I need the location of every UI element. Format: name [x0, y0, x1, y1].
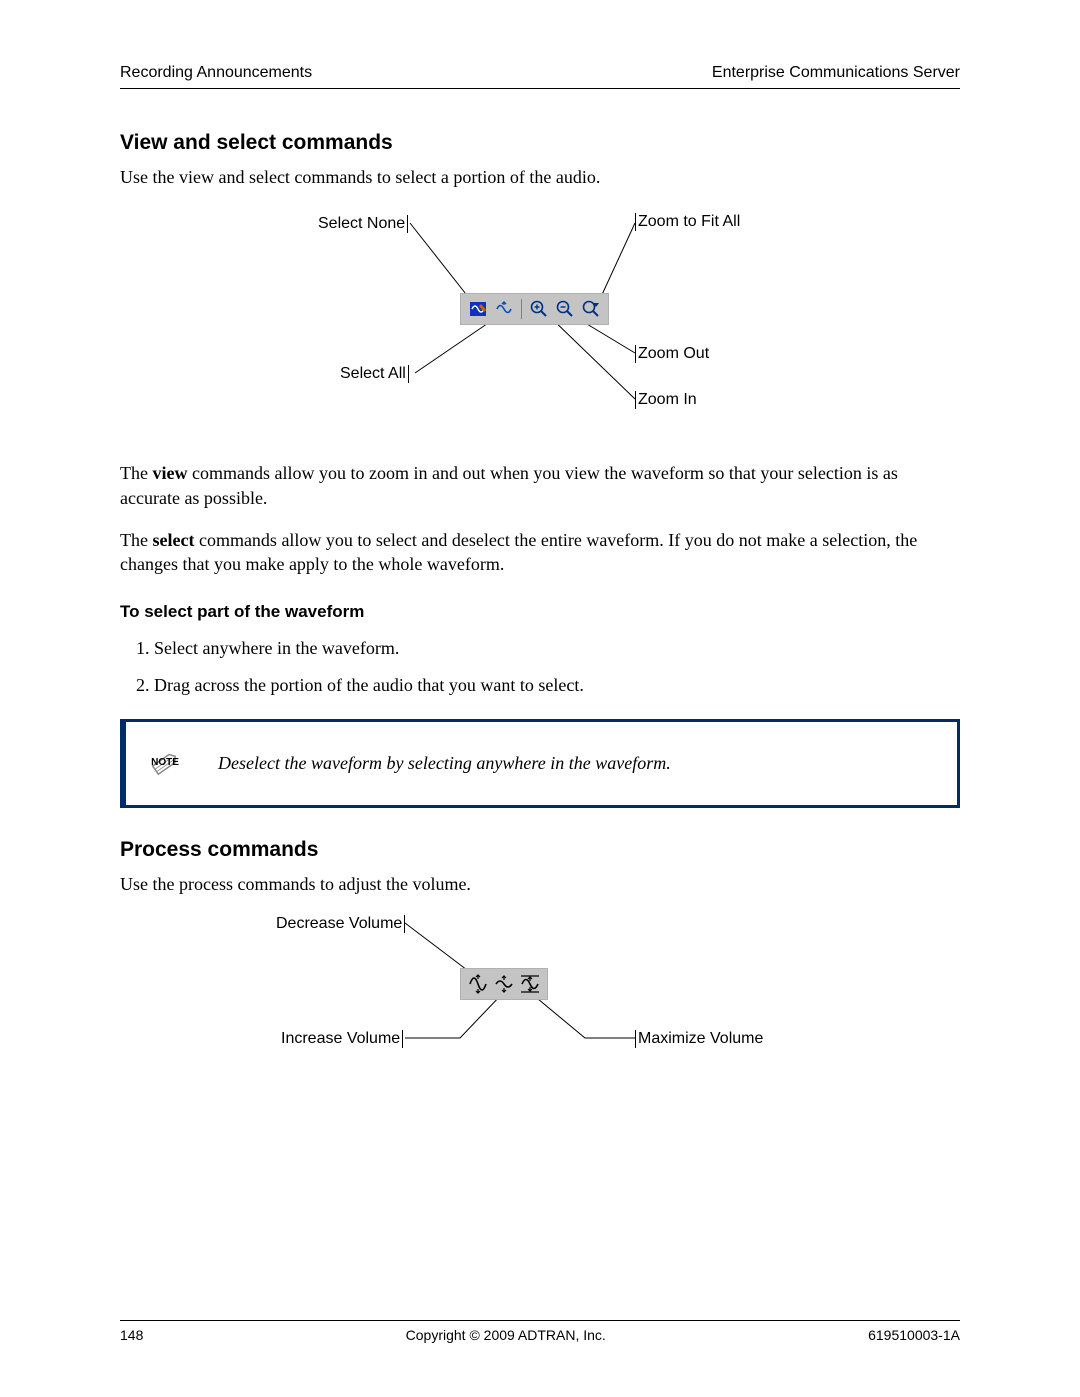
label-increase-volume: Increase Volume [281, 1030, 403, 1048]
label-maximize-volume: Maximize Volume [635, 1030, 763, 1048]
page: Recording Announcements Enterprise Commu… [0, 0, 1080, 1397]
zoom-fit-all-icon[interactable] [579, 297, 603, 321]
p-view-bold: view [152, 463, 187, 483]
footer-page-number: 148 [120, 1327, 143, 1343]
page-header: Recording Announcements Enterprise Commu… [120, 64, 960, 89]
view-select-diagram: Select None Select All Zoom to Fit All Z… [190, 203, 890, 433]
step-2: Drag across the portion of the audio tha… [154, 673, 960, 697]
steps-list: Select anywhere in the waveform. Drag ac… [120, 636, 960, 697]
select-none-icon[interactable] [492, 297, 516, 321]
page-footer: 148 Copyright © 2009 ADTRAN, Inc. 619510… [120, 1320, 960, 1343]
label-zoom-out: Zoom Out [635, 345, 709, 363]
footer-doc-number: 619510003-1A [868, 1327, 960, 1343]
p-select-rest: commands allow you to select and deselec… [120, 530, 917, 574]
intro-view-select: Use the view and select commands to sele… [120, 165, 960, 189]
subheading-select-waveform: To select part of the waveform [120, 602, 960, 622]
note-text: Deselect the waveform by selecting anywh… [218, 753, 671, 774]
intro-process: Use the process commands to adjust the v… [120, 872, 960, 896]
zoom-in-icon[interactable] [527, 297, 551, 321]
paragraph-select: The select commands allow you to select … [120, 528, 960, 577]
label-select-none: Select None [318, 215, 408, 233]
process-diagram: Decrease Volume Increase Volume Maximize… [190, 908, 890, 1058]
process-toolbar [460, 968, 548, 1000]
view-select-toolbar [460, 293, 609, 325]
increase-volume-icon[interactable] [492, 972, 516, 996]
p-view-rest: commands allow you to zoom in and out wh… [120, 463, 898, 507]
p-select-bold: select [152, 530, 194, 550]
note-icon: NOTE [142, 740, 188, 787]
maximize-volume-icon[interactable] [518, 972, 542, 996]
heading-process: Process commands [120, 838, 960, 862]
p-view-prefix: The [120, 463, 152, 483]
zoom-out-icon[interactable] [553, 297, 577, 321]
header-left: Recording Announcements [120, 64, 312, 82]
select-all-icon[interactable] [466, 297, 490, 321]
decrease-volume-icon[interactable] [466, 972, 490, 996]
heading-view-select: View and select commands [120, 131, 960, 155]
header-right: Enterprise Communications Server [712, 64, 960, 82]
label-zoom-in: Zoom In [635, 391, 697, 409]
footer-copyright: Copyright © 2009 ADTRAN, Inc. [406, 1327, 606, 1343]
svg-text:NOTE: NOTE [151, 757, 179, 768]
p-select-prefix: The [120, 530, 152, 550]
toolbar-separator [521, 299, 522, 319]
step-1: Select anywhere in the waveform. [154, 636, 960, 660]
note-box: NOTE Deselect the waveform by selecting … [120, 719, 960, 808]
paragraph-view: The view commands allow you to zoom in a… [120, 461, 960, 510]
label-decrease-volume: Decrease Volume [276, 915, 405, 933]
label-select-all: Select All [340, 365, 409, 383]
label-zoom-fit-all: Zoom to Fit All [635, 213, 740, 231]
